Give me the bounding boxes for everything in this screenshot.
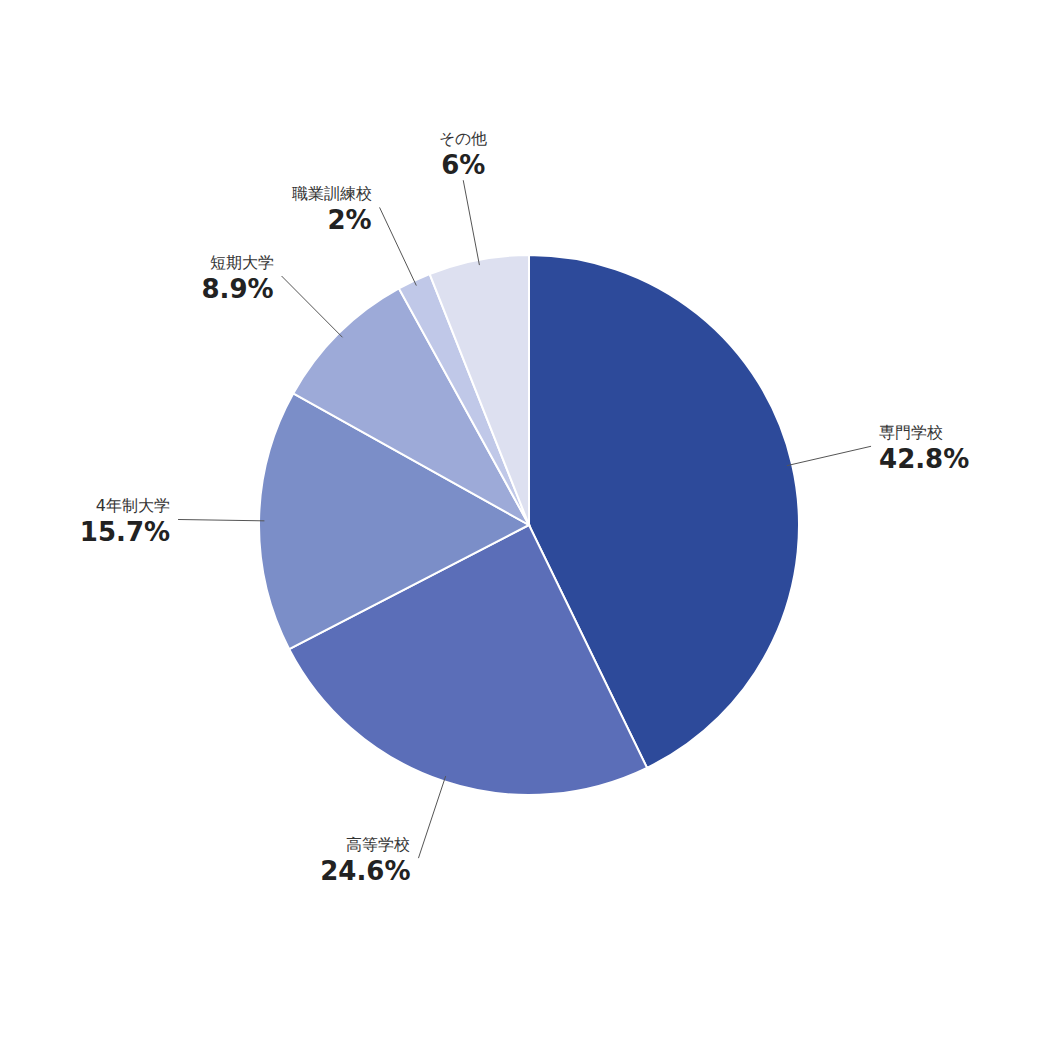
labels: 専門学校 42.8% 高等学校 24.6% 4年制大学 15.7% 短期大学 8.9% 職業訓練… [80,129,969,886]
data-label: 42.8% [879,444,969,474]
slice-label: 短期大学 8.9% [201,253,273,304]
leader-line [418,776,445,858]
slice-label: 4年制大学 15.7% [80,496,170,547]
leader-line [282,276,343,337]
category-label: 4年制大学 [96,496,170,515]
slices [259,255,799,795]
pie-slice [430,255,529,525]
leader-line [463,180,479,265]
chart-svg: 専門学校 42.8% 高等学校 24.6% 4年制大学 15.7% 短期大学 8.9% 職業訓練… [0,0,1058,1050]
leader-line [178,519,264,520]
chart-root: 専門学校 42.8% 高等学校 24.6% 4年制大学 15.7% 短期大学 8.9% 職業訓練… [80,129,969,886]
slice-label: その他 6% [439,129,487,180]
data-label: 6% [441,150,485,180]
category-label: 職業訓練校 [292,184,372,203]
slice-label: 高等学校 24.6% [320,835,410,886]
data-label: 24.6% [320,856,410,886]
slice-label: 専門学校 42.8% [879,423,969,474]
leader-line [787,446,871,465]
data-label: 8.9% [201,274,273,304]
category-label: 専門学校 [879,423,943,442]
leader-line [380,207,417,285]
category-label: その他 [439,129,487,148]
slice-label: 職業訓練校 2% [292,184,372,235]
data-label: 15.7% [80,517,170,547]
data-label: 2% [327,205,371,235]
category-label: 高等学校 [346,835,410,854]
category-label: 短期大学 [210,253,274,272]
